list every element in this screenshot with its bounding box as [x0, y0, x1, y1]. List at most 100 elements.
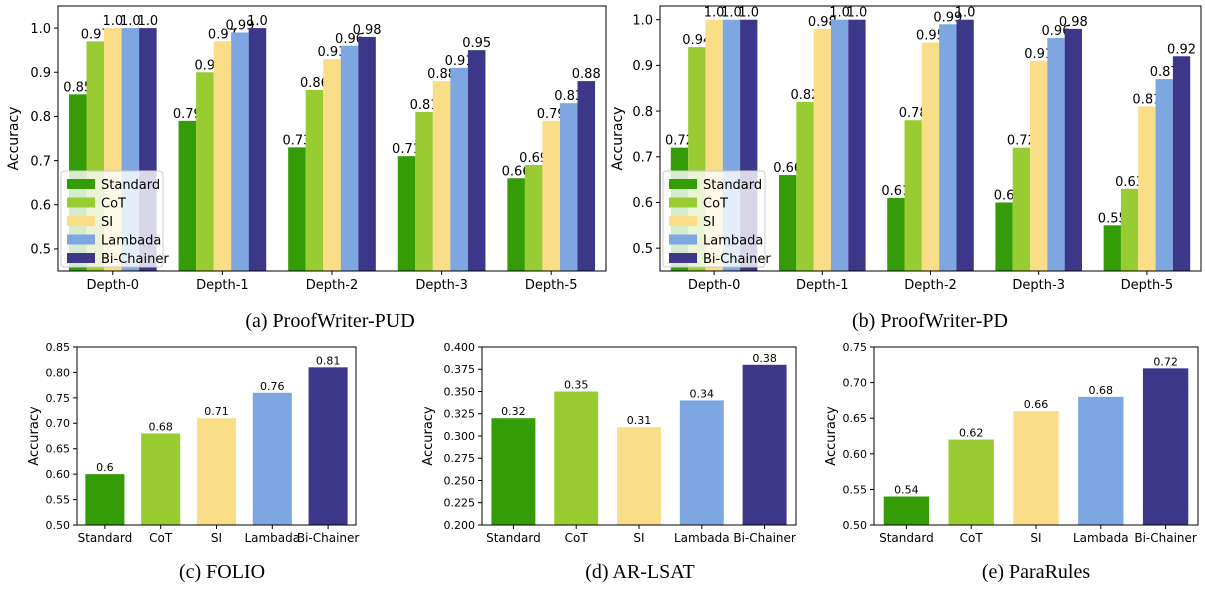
x-tick-label: Depth-1: [796, 278, 849, 293]
bar: [248, 28, 267, 272]
bar: [830, 19, 849, 272]
bar: [231, 32, 249, 271]
bar: [85, 474, 125, 525]
bar: [1078, 396, 1124, 525]
y-tick-label: 0.7: [632, 150, 653, 165]
bar: [779, 175, 797, 271]
bar: [559, 103, 578, 272]
y-tick-label: 0.250: [444, 474, 476, 487]
y-tick-label: 0.55: [46, 494, 71, 507]
legend-swatch: [67, 253, 95, 263]
bar: [1047, 37, 1065, 271]
plot-frame: [57, 5, 607, 272]
bar: [956, 19, 974, 272]
bar-value-label: 0.91: [1024, 47, 1053, 62]
bar: [1172, 56, 1191, 271]
x-tick-label: SI: [1030, 531, 1041, 545]
legend-swatch: [669, 197, 697, 208]
y-tick-label: 0.70: [843, 377, 868, 390]
bar-value-label: 0.79: [537, 107, 566, 122]
bar: [995, 202, 1013, 271]
bar-value-label: 0.72: [665, 134, 694, 149]
bar: [1138, 106, 1156, 271]
bar-value-label: 0.82: [791, 88, 820, 103]
x-tick-label: SI: [211, 531, 222, 545]
panel-caption: (d) AR-LSAT: [585, 561, 694, 583]
bar-value-label: 0.54: [894, 484, 919, 497]
y-tick-label: 0.80: [46, 366, 71, 379]
bar-value-label: 0.69: [519, 151, 548, 166]
x-tick-label: Depth-0: [87, 278, 140, 293]
legend-swatch: [669, 253, 697, 263]
x-tick-label: Depth-0: [688, 278, 741, 293]
bar: [542, 120, 560, 271]
bar-value-label: 0.55: [1098, 211, 1127, 226]
y-tick-label: 0.70: [46, 417, 71, 430]
bar-value-label: 0.31: [627, 414, 652, 427]
bar: [178, 120, 197, 271]
y-tick-label: 1.0: [632, 13, 653, 28]
x-tick-label: Depth-2: [306, 278, 359, 293]
chart-panel-5: 0.50 0.55 0.60 0.65 0.70 0.75 0.54 0.62 0.66 0.68…: [824, 341, 1199, 583]
bar-value-label: 1.0: [847, 6, 868, 21]
y-tick-label: 0.225: [444, 497, 476, 510]
bar-value-label: 0.88: [427, 67, 456, 82]
bar-value-label: 0.83: [554, 89, 583, 104]
x-tick-label: Depth-3: [1012, 278, 1065, 293]
x-tick-label: Standard: [879, 531, 934, 545]
bar: [450, 67, 468, 271]
y-tick-label: 0.65: [843, 412, 868, 425]
bar-value-label: 0.86: [300, 76, 329, 91]
y-tick-label: 1.0: [30, 22, 51, 37]
bar-value-label: 0.96: [1042, 24, 1071, 39]
bar-value-label: 0.91: [445, 54, 474, 69]
y-tick-label: 0.350: [444, 385, 476, 398]
bar-value-label: 0.98: [1059, 15, 1088, 30]
bar-value-label: 0.68: [148, 420, 173, 433]
bar-value-label: 0.95: [462, 36, 491, 51]
bar-value-label: 0.68: [1089, 384, 1114, 397]
bar: [796, 101, 814, 271]
y-tick-label: 0.8: [30, 110, 51, 125]
panel-caption: (e) ParaRules: [982, 561, 1091, 583]
bar-value-label: 0.66: [1024, 398, 1049, 411]
bar: [491, 418, 536, 525]
bar-value-label: 0.63: [1115, 175, 1144, 190]
bar-value-label: 0.98: [353, 23, 382, 38]
bar: [577, 81, 596, 271]
bar-value-label: 0.71: [204, 405, 229, 418]
x-tick-label: Depth-3: [415, 278, 468, 293]
y-axis-label: Accuracy: [421, 406, 436, 466]
x-tick-label: CoT: [565, 531, 589, 545]
y-axis-label: Accuracy: [6, 107, 22, 171]
bar-value-label: 0.81: [1132, 93, 1161, 108]
panel-caption: (a) ProofWriter-PUD: [245, 310, 414, 332]
bar-value-label: 1.0: [138, 14, 159, 29]
bar: [813, 28, 831, 271]
legend: Standard CoT SI Lambada Bi-Chainer: [662, 170, 771, 268]
x-tick-label: Lambada: [1073, 531, 1129, 545]
x-tick-label: Depth-5: [1121, 278, 1174, 293]
bar-value-label: 0.76: [260, 380, 285, 393]
bar-value-label: 0.93: [318, 45, 347, 60]
y-tick-label: 0.60: [843, 448, 868, 461]
legend-label: Standard: [101, 178, 160, 193]
plot-frame: [659, 5, 1202, 272]
x-tick-label: Standard: [486, 531, 541, 545]
legend-swatch: [67, 234, 95, 245]
bar-value-label: 0.79: [173, 107, 202, 122]
legend-label: Lambada: [703, 234, 763, 249]
bar: [1103, 225, 1121, 271]
chart-panel-4: 0.200 0.225 0.250 0.275 0.300 0.325 0.350 0.375…: [421, 341, 797, 583]
bar-value-label: 0.6: [994, 188, 1015, 203]
bar: [679, 400, 724, 525]
bar-value-label: 0.9: [195, 58, 216, 73]
plot-frame: [873, 346, 1199, 526]
y-tick-label: 0.9: [30, 66, 51, 81]
bar-value-label: 0.32: [501, 405, 526, 418]
bar-value-label: 0.98: [808, 15, 837, 30]
bar-value-label: 1.0: [102, 14, 123, 29]
y-tick-label: 0.65: [46, 443, 71, 456]
legend-swatch: [669, 179, 697, 189]
